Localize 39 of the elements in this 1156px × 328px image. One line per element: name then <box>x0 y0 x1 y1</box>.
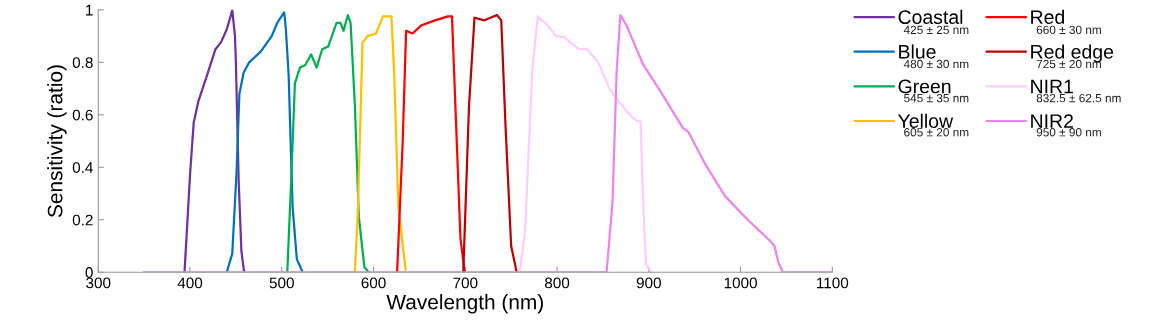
y-axis-title: Sensitivity (ratio) <box>47 65 67 218</box>
x-tick-label: 500 <box>269 277 294 289</box>
text: 832.5 ± 62.5 nm <box>1036 93 1121 103</box>
legend-label: Green <box>898 79 951 94</box>
x-axis-title: Wavelength (nm) <box>386 294 543 314</box>
text: 950 ± 90 nm <box>1036 128 1101 137</box>
text: 425 ± 25 nm <box>903 25 969 35</box>
y-tick-label: 1 <box>86 4 93 16</box>
y-tick-label: 0.6 <box>72 109 93 121</box>
line-series <box>462 13 518 273</box>
x-tick-label: 800 <box>544 277 570 289</box>
line-series <box>143 13 833 273</box>
x-tick-label: 1000 <box>724 277 757 289</box>
legend-label: Blue <box>899 44 936 59</box>
legend-label: Coastal <box>898 9 963 25</box>
text: 480 ± 30 nm <box>903 59 969 69</box>
legend-label: Yellow <box>897 113 954 128</box>
x-tick-label: 300 <box>86 277 111 289</box>
y-tick-label: 0.4 <box>72 162 93 173</box>
x-tick-label: 1100 <box>817 277 849 289</box>
line-series <box>183 9 246 273</box>
text: 605 ± 20 nm <box>904 128 969 137</box>
y-tick-label: 0.2 <box>72 214 93 226</box>
legend-label: NIR2 <box>1031 114 1073 128</box>
legend-label: Red <box>1031 9 1065 25</box>
text: 545 ± 35 nm <box>904 93 969 103</box>
x-tick-label: 400 <box>177 277 203 289</box>
x-tick-label: 700 <box>453 277 478 289</box>
line-series <box>225 11 304 273</box>
y-tick-label: 0 <box>85 267 93 278</box>
text: 660 ± 30 nm <box>1036 25 1101 35</box>
x-tick-label: 600 <box>361 277 386 289</box>
line-series <box>353 15 407 273</box>
legend-label: NIR1 <box>1031 79 1073 94</box>
x-tick-label: 900 <box>636 277 661 289</box>
line-series <box>286 13 370 273</box>
line-series <box>518 15 653 273</box>
line-series <box>396 15 466 273</box>
y-tick-label: 0.8 <box>72 57 93 69</box>
